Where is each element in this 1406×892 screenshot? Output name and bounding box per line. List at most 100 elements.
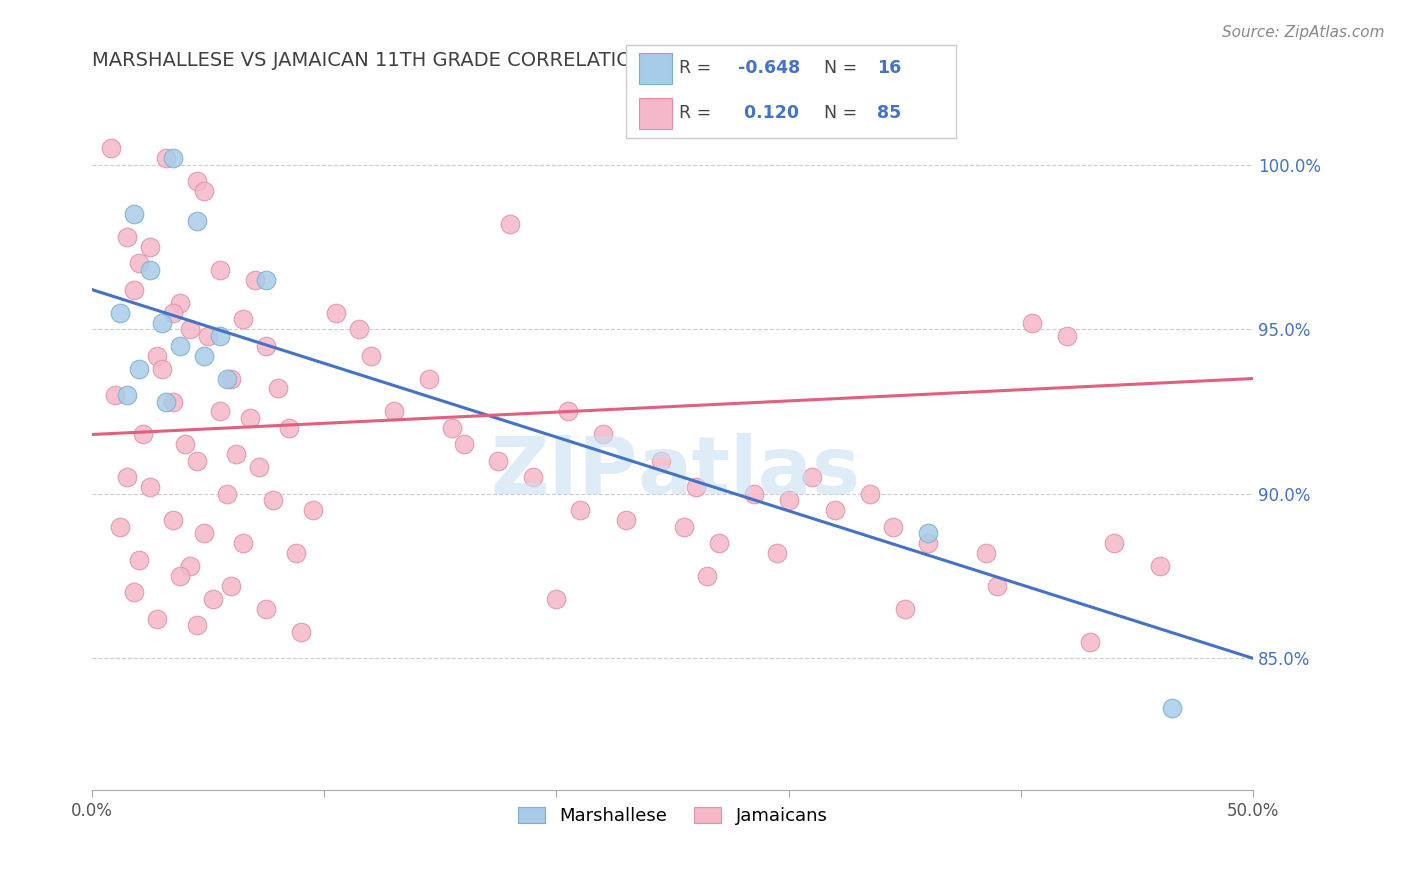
Point [1056,328,1078,343]
Point [139,240,162,254]
Point [1149,559,1171,574]
Point [162,306,184,320]
Point [162,151,184,165]
Point [1021,316,1043,330]
Point [162,513,184,527]
Point [169,296,191,310]
Text: atlas: atlas [638,433,860,510]
Point [104,388,127,402]
Point [122,585,145,599]
Point [499,217,522,231]
Point [174,437,197,451]
Point [285,546,308,560]
Point [614,513,637,527]
Point [146,612,169,626]
Point [360,349,382,363]
Point [278,421,301,435]
Point [382,404,405,418]
Point [766,546,789,560]
Point [122,207,145,221]
Point [128,361,150,376]
Point [917,526,939,541]
Point [232,536,254,550]
Point [239,411,262,425]
Point [115,230,138,244]
Point [592,427,614,442]
Point [193,349,215,363]
Point [546,592,568,607]
Point [650,454,672,468]
Text: Source: ZipAtlas.com: Source: ZipAtlas.com [1222,25,1385,40]
Point [254,602,277,616]
Point [150,316,173,330]
Point [208,263,231,277]
Point [325,306,347,320]
Point [208,328,231,343]
Point [162,394,184,409]
Point [215,487,238,501]
Point [824,503,846,517]
Point [155,394,177,409]
Point [347,322,370,336]
Point [128,552,150,566]
Point [186,454,208,468]
Point [193,526,215,541]
Point [267,381,290,395]
Point [742,487,765,501]
Point [108,519,131,533]
Point [221,371,243,385]
Text: R =: R = [679,104,716,122]
Point [221,579,243,593]
Point [201,592,224,607]
Point [232,312,254,326]
Point [262,493,284,508]
Point [1160,700,1182,714]
Point [215,371,238,385]
Point [440,421,463,435]
Point [115,388,138,402]
Bar [638,53,672,84]
Point [893,602,915,616]
Point [917,536,939,550]
Point [225,447,247,461]
Point [486,454,509,468]
Point [139,263,162,277]
Point [254,273,277,287]
Point [115,470,138,484]
Text: R =: R = [679,60,716,78]
Point [179,559,201,574]
Point [418,371,440,385]
Point [254,338,277,352]
Point [186,618,208,632]
Point [208,404,231,418]
Point [1102,536,1125,550]
Point [290,624,312,639]
Point [197,328,219,343]
Point [100,141,122,155]
Point [132,427,155,442]
Point [522,470,544,484]
Point [557,404,579,418]
Text: 85: 85 [877,104,901,122]
Text: ZIP: ZIP [491,433,638,510]
Text: -0.648: -0.648 [738,60,800,78]
Point [146,349,169,363]
Point [882,519,904,533]
Point [179,322,201,336]
Point [301,503,323,517]
Point [986,579,1008,593]
Point [150,361,173,376]
Point [707,536,730,550]
Bar [638,98,672,129]
Point [696,569,718,583]
Text: 0.120: 0.120 [738,104,799,122]
Point [186,213,208,227]
Text: 16: 16 [877,60,901,78]
Point [673,519,696,533]
Point [778,493,800,508]
Point [186,174,208,188]
Point [1078,635,1101,649]
Point [122,283,145,297]
Point [169,569,191,583]
Point [155,151,177,165]
